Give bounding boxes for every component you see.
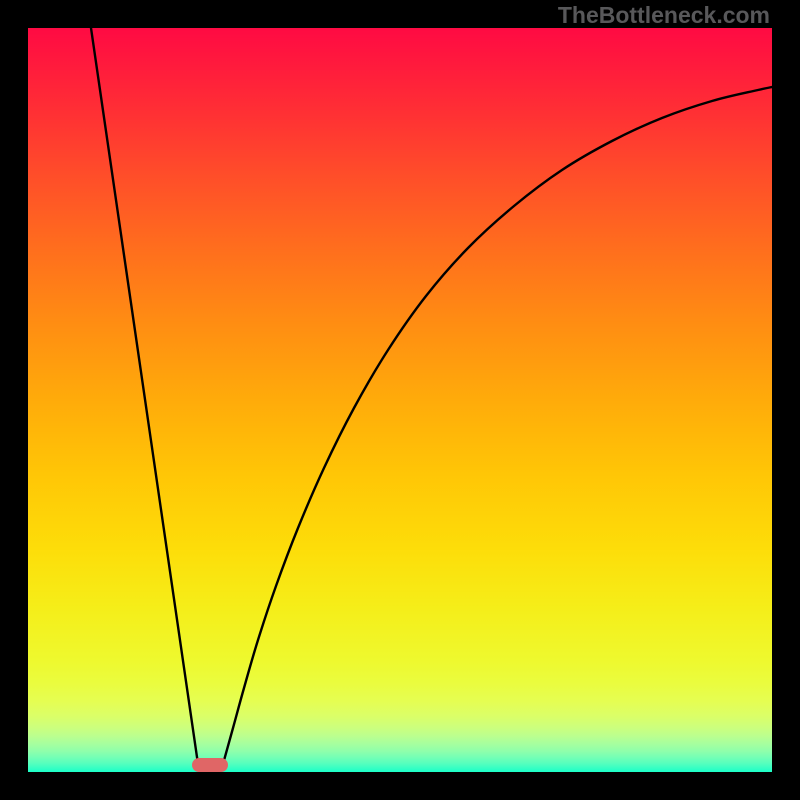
optimum-marker bbox=[192, 758, 228, 772]
watermark-text: TheBottleneck.com bbox=[558, 2, 770, 29]
chart-container: TheBottleneck.com bbox=[0, 0, 800, 800]
curve-layer bbox=[28, 28, 772, 772]
plot-area bbox=[28, 28, 772, 772]
bottleneck-curve bbox=[91, 28, 772, 764]
